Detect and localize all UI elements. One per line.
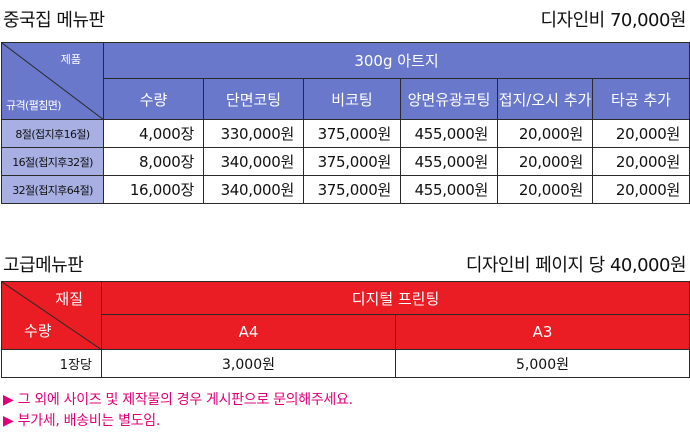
table-row: 32절(접지후64절) 16,000장 340,000원 375,000원 45… — [1, 175, 690, 204]
corner-label-product: 제품 — [60, 53, 81, 66]
price-cell: 340,000원 — [203, 147, 304, 176]
price-cell: 455,000원 — [400, 147, 498, 176]
price-cell: 20,000원 — [497, 175, 593, 204]
column-header: 타공 추가 — [591, 78, 690, 120]
column-header: 단면코팅 — [203, 78, 304, 120]
price-cell: 375,000원 — [303, 119, 401, 148]
table1-corner-cell: 제품 규격(펼침면) — [1, 42, 104, 120]
premium-menu-price-table: 재질 수량 디지털 프린팅 A4 A3 1장당 3,000원 5,000원 — [1, 281, 690, 378]
diagonal-line — [2, 282, 101, 349]
section1-design-fee: 디자인비 70,000원 — [540, 10, 686, 31]
price-cell: 330,000원 — [203, 119, 304, 148]
price-cell: 20,000원 — [497, 119, 593, 148]
price-cell: 375,000원 — [303, 175, 401, 204]
table-row: 8절(접지후16절) 4,000장 330,000원 375,000원 455,… — [1, 119, 690, 148]
table2-corner-cell: 재질 수량 — [1, 281, 102, 350]
price-cell: 20,000원 — [591, 147, 690, 176]
price-cell: 5,000원 — [394, 349, 690, 378]
price-cell: 20,000원 — [497, 147, 593, 176]
paper-type-header: 300g 아트지 — [102, 42, 690, 79]
column-header: 비코팅 — [303, 78, 401, 120]
material-header: 디지털 프린팅 — [100, 281, 690, 315]
table-row: 1장당 3,000원 5,000원 — [1, 349, 690, 378]
price-cell: 340,000원 — [203, 175, 304, 204]
section2-title: 고급메뉴판 — [3, 255, 84, 276]
price-cell: 455,000원 — [400, 175, 498, 204]
price-cell: 455,000원 — [400, 119, 498, 148]
quantity-cell: 16,000장 — [103, 175, 204, 204]
row-spec: 16절(접지후32절) — [1, 147, 104, 176]
price-cell: 375,000원 — [303, 147, 401, 176]
section1-title: 중국집 메뉴판 — [3, 10, 105, 31]
quantity-cell: 8,000장 — [103, 147, 204, 176]
table-row: 16절(접지후32절) 8,000장 340,000원 375,000원 455… — [1, 147, 690, 176]
column-header: 접지/오시 추가 — [497, 78, 593, 120]
quantity-cell: 4,000장 — [103, 119, 204, 148]
column-header: 양면유광코팅 — [400, 78, 498, 120]
section2-design-fee: 디자인비 페이지 당 40,000원 — [465, 255, 687, 276]
row-spec: 32절(접지후64절) — [1, 175, 104, 204]
note-vat-shipping: ▶ 부가세, 배송비는 별도임. — [3, 413, 161, 429]
price-cell: 20,000원 — [591, 119, 690, 148]
corner-label-spec: 규격(펼침면) — [6, 99, 62, 112]
price-cell: 3,000원 — [101, 349, 396, 378]
diagonal-line — [2, 43, 103, 119]
size-header-a4: A4 — [101, 314, 396, 350]
price-cell: 20,000원 — [591, 175, 690, 204]
corner-label-material: 재질 — [55, 290, 83, 308]
chinese-menu-price-table: 제품 규격(펼침면) 300g 아트지 수량 단면코팅 비코팅 양면유광코팅 접… — [1, 42, 690, 204]
column-header: 수량 — [103, 78, 204, 120]
row-spec: 8절(접지후16절) — [1, 119, 104, 148]
corner-label-quantity: 수량 — [24, 322, 52, 340]
note-inquiry: ▶ 그 외에 사이즈 및 제작물의 경우 게시판으로 문의해주세요. — [3, 392, 353, 408]
size-header-a3: A3 — [394, 314, 690, 350]
row-label: 1장당 — [1, 349, 102, 378]
